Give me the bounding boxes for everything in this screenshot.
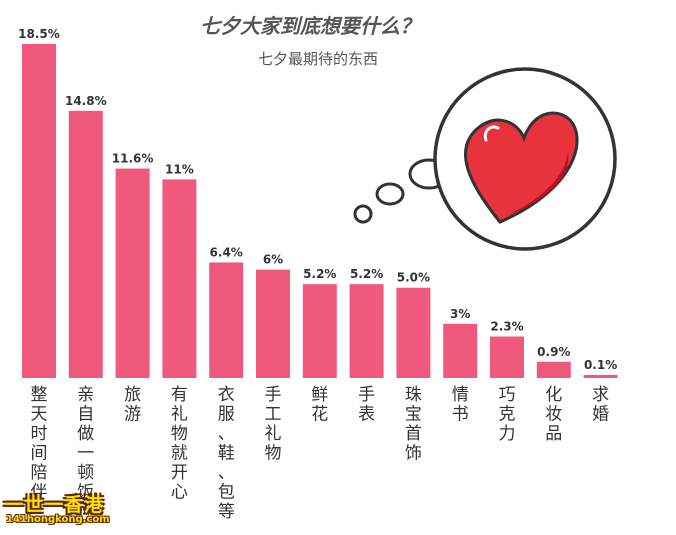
category-label: 珠宝首饰 — [405, 385, 422, 464]
heart-icon — [463, 111, 579, 224]
category-label: 整天时间陪伴 — [31, 385, 48, 503]
category-label: 旅游 — [124, 385, 141, 425]
category-label: 亲自做一顿饭 — [77, 385, 94, 503]
bar — [536, 361, 571, 378]
chart-subtitle: 七夕最期待的东西 — [258, 50, 378, 68]
bar — [22, 44, 56, 378]
bar — [396, 287, 431, 378]
watermark-url-text: 141hongkong.com — [6, 514, 110, 525]
bar — [68, 110, 103, 379]
value-labels-group: 18.5% 14.8% 11.6% 11% 6.4% 6% 5.2% 5.2% 5.0% 3% 2.… — [18, 27, 617, 372]
bar-value-label: 5.0% — [397, 271, 430, 285]
bar-value-label: 2.3% — [490, 319, 523, 333]
bar-value-label: 5.2% — [350, 267, 383, 281]
category-label: 情书 — [452, 385, 469, 425]
thought-bubble-icon — [353, 67, 617, 251]
watermark-logo: 一世一香港 141hongkong.com — [4, 490, 126, 532]
bar-value-label: 5.2% — [303, 267, 336, 281]
category-label: 化妆品 — [545, 385, 562, 444]
watermark-main-text: 一世一香港 — [4, 494, 105, 516]
chart-title: 七夕大家到底想要什么？ — [200, 14, 420, 38]
bar — [443, 323, 478, 378]
bars-group — [22, 44, 618, 379]
category-label: 衣服、鞋、包等 — [218, 385, 235, 522]
bar-value-label: 14.8% — [65, 94, 107, 108]
bar-value-label: 6.4% — [210, 245, 243, 259]
bar — [256, 269, 290, 378]
bar — [349, 284, 384, 378]
bar — [209, 262, 244, 378]
category-label: 巧克力 — [499, 385, 516, 444]
bar — [115, 168, 150, 378]
category-label: 手工礼物 — [265, 385, 282, 464]
bar-value-label: 11.6% — [112, 152, 154, 166]
bar-value-label: 0.1% — [584, 358, 617, 372]
bar — [162, 179, 197, 378]
bar — [583, 375, 618, 378]
category-label: 有礼物就开心 — [171, 385, 188, 503]
bar-value-label: 0.9% — [537, 345, 570, 359]
bar — [490, 336, 524, 378]
bar-value-label: 18.5% — [18, 27, 60, 41]
bar-value-label: 3% — [450, 307, 470, 321]
bar-value-label: 6% — [263, 253, 283, 267]
bar — [302, 284, 337, 378]
category-label: 鲜花 — [311, 385, 328, 425]
bar-value-label: 11% — [165, 162, 194, 176]
category-label: 求婚 — [592, 385, 609, 425]
category-label: 手表 — [358, 385, 375, 425]
